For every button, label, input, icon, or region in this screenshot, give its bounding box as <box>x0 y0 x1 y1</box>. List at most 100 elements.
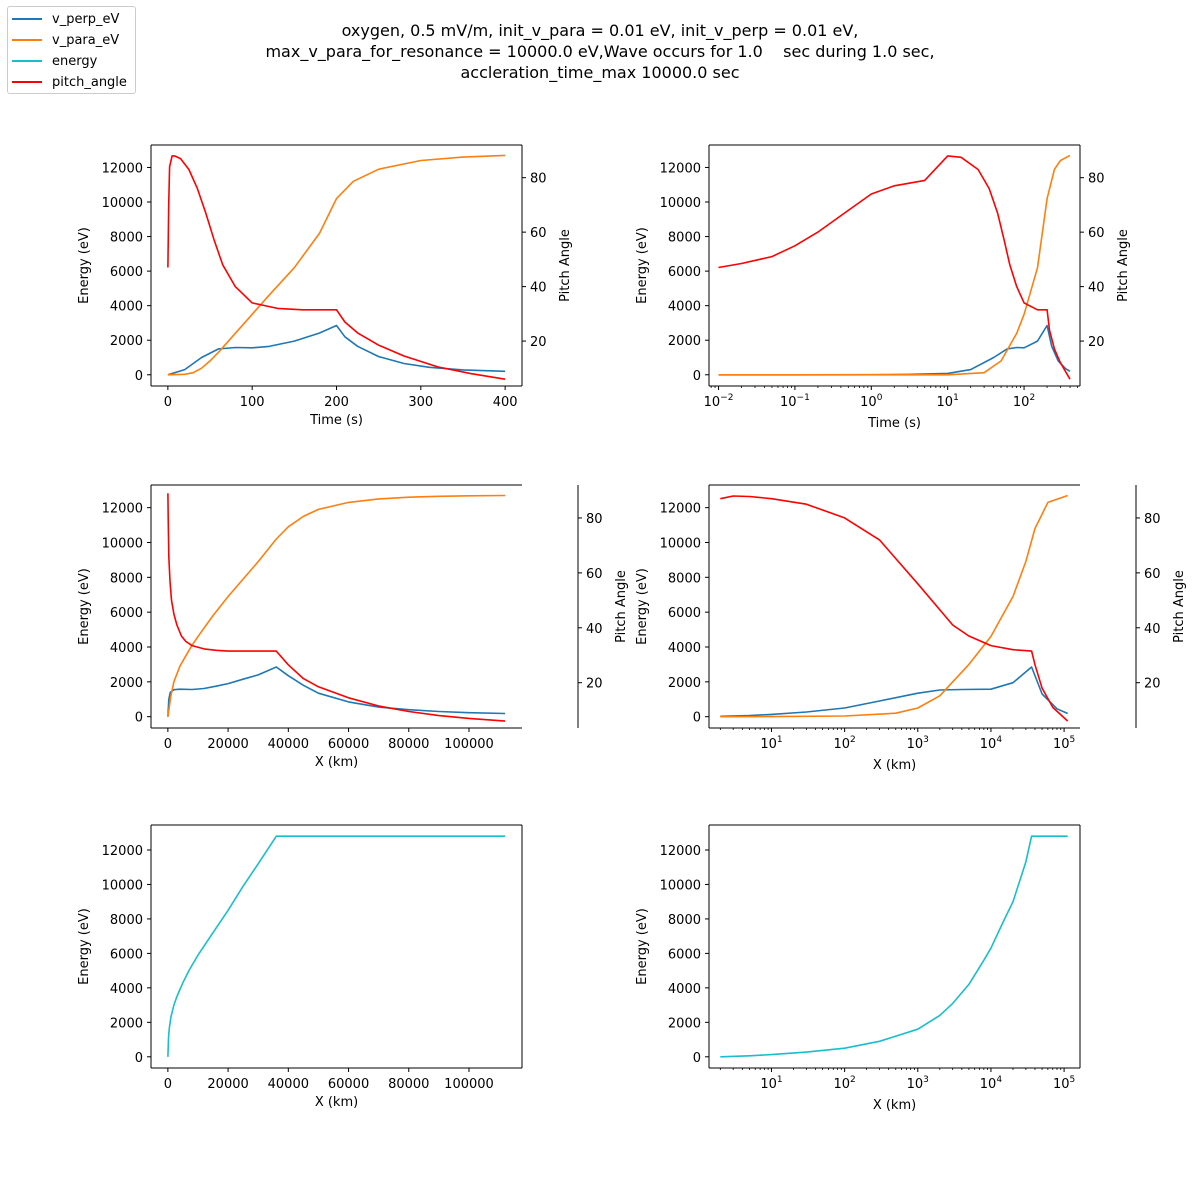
x-tick-label: 80000 <box>388 737 429 752</box>
legend-item-pitch-angle: pitch_angle <box>12 72 127 92</box>
y-tick-label: 10000 <box>660 536 701 551</box>
legend-label-v-para: v_para_eV <box>52 32 120 48</box>
y-tick-label: 8000 <box>668 913 701 928</box>
y-tick-label: 4000 <box>668 982 701 997</box>
y-axis-label: Energy (eV) <box>635 227 650 304</box>
x-axis-label: X (km) <box>873 1098 916 1113</box>
y2-tick-label: 20 <box>586 677 603 692</box>
y-tick-label: 0 <box>693 1051 701 1066</box>
series-line-v_para <box>718 154 1071 376</box>
y-tick-label: 6000 <box>668 947 701 962</box>
title-line-3: accleration_time_max 10000.0 sec <box>460 63 740 82</box>
x-tick-label: 101 <box>937 393 959 410</box>
legend-label-pitch-angle: pitch_angle <box>52 74 127 90</box>
legend-item-v-perp: v_perp_eV <box>12 9 119 29</box>
y2-tick-label: 40 <box>1088 281 1105 296</box>
x-tick-label: 102 <box>833 1075 855 1092</box>
x-axis-label: X (km) <box>315 755 358 770</box>
y-tick-label: 12000 <box>102 161 143 176</box>
y2-axis-label: Pitch Angle <box>614 570 629 643</box>
x-tick-label: 40000 <box>268 1077 309 1092</box>
y-tick-label: 0 <box>135 1051 143 1066</box>
y-tick-label: 6000 <box>668 265 701 280</box>
series-group <box>718 154 1071 380</box>
x-tick-label: 0 <box>164 1077 172 1092</box>
series-line-energy <box>720 835 1068 1058</box>
series-line-pitch <box>720 495 1069 722</box>
x-tick-label: 104 <box>980 1075 1003 1092</box>
y-tick-label: 6000 <box>110 606 143 621</box>
legend-item-v-para: v_para_eV <box>12 30 119 50</box>
x-axis-label: X (km) <box>315 1095 358 1110</box>
y2-axis-label: Pitch Angle <box>1116 229 1131 302</box>
legend-line-pitch-angle <box>12 81 42 83</box>
y-tick-label: 12000 <box>660 502 701 517</box>
legend-label-v-perp: v_perp_eV <box>52 11 120 27</box>
x-tick-label: 105 <box>1053 735 1075 752</box>
x-tick-label: 100000 <box>444 1077 494 1092</box>
y-tick-label: 6000 <box>110 947 143 962</box>
y-tick-label: 2000 <box>110 1016 143 1031</box>
panel-top-right: 10−2 10−1 100 101 102 0 2000 4000 6000 8000 10000 1… <box>635 144 1131 431</box>
y-tick-label: 10000 <box>102 878 143 893</box>
x-tick-label: 80000 <box>388 1077 429 1092</box>
y-tick-label: 10000 <box>660 878 701 893</box>
series-line-v_perp <box>720 666 1069 718</box>
series-group <box>167 493 506 722</box>
y-axis-label: Energy (eV) <box>77 568 92 645</box>
x-tick-label: 10−1 <box>780 393 810 410</box>
y2-tick-label: 20 <box>1088 335 1105 350</box>
x-tick-label: 200 <box>324 395 349 410</box>
series-line-pitch <box>167 155 506 380</box>
y-axis-label: Energy (eV) <box>635 568 650 645</box>
y2-tick-label: 40 <box>586 622 603 637</box>
y-tick-label: 2000 <box>110 334 143 349</box>
y-axis-label: Energy (eV) <box>635 908 650 985</box>
series-group <box>167 835 506 1057</box>
x-tick-label: 100 <box>860 393 883 410</box>
series-line-v_para <box>167 494 506 717</box>
legend-line-v-perp <box>12 18 42 20</box>
y-tick-label: 0 <box>135 711 143 726</box>
y-tick-label: 2000 <box>110 676 143 691</box>
series-line-v_para <box>167 154 506 376</box>
legend-line-v-para <box>12 39 42 41</box>
y-tick-label: 12000 <box>102 502 143 517</box>
panel-bottom-left: 0 20000 40000 60000 80000 100000 0 2000 4000 6000… <box>77 824 523 1110</box>
y2-tick-label: 80 <box>586 512 603 527</box>
series-line-pitch <box>718 155 1071 380</box>
panel-middle-left: 0 20000 40000 60000 80000 100000 0 2000 4000 6000… <box>77 484 629 770</box>
x-tick-label: 105 <box>1053 1075 1075 1092</box>
y-tick-label: 8000 <box>668 231 701 246</box>
x-tick-label: 0 <box>164 737 172 752</box>
x-tick-label: 60000 <box>328 737 369 752</box>
y2-tick-label: 20 <box>530 335 547 350</box>
series-line-v_perp <box>167 324 506 376</box>
x-tick-label: 300 <box>408 395 433 410</box>
y-tick-label: 2000 <box>668 334 701 349</box>
x-tick-label: 104 <box>980 735 1003 752</box>
y2-tick-label: 60 <box>1144 567 1161 582</box>
y-tick-label: 8000 <box>110 913 143 928</box>
title-line-2: max_v_para_for_resonance = 10000.0 eV,Wa… <box>265 42 935 61</box>
y2-axis-label: Pitch Angle <box>1172 570 1187 643</box>
title-line-1: oxygen, 0.5 mV/m, init_v_para = 0.01 eV,… <box>341 21 859 40</box>
series-group <box>720 494 1069 722</box>
x-tick-label: 103 <box>907 735 929 752</box>
y-tick-label: 12000 <box>660 844 701 859</box>
x-tick-label: 100 <box>240 395 265 410</box>
x-tick-label: 102 <box>833 735 855 752</box>
y-tick-label: 4000 <box>668 641 701 656</box>
y-tick-label: 12000 <box>102 844 143 859</box>
x-tick-label: 10−2 <box>704 393 734 410</box>
panel-middle-right: 101 102 103 104 105 0 2000 4000 6000 8000 10000 120… <box>635 484 1187 773</box>
y2-tick-label: 80 <box>1088 172 1105 187</box>
x-tick-label: 40000 <box>268 737 309 752</box>
x-tick-label: 20000 <box>207 737 248 752</box>
x-tick-label: 60000 <box>328 1077 369 1092</box>
x-tick-label: 103 <box>907 1075 929 1092</box>
x-tick-label: 0 <box>164 395 172 410</box>
series-group <box>720 835 1068 1058</box>
y-tick-label: 4000 <box>110 982 143 997</box>
x-axis-label: Time (s) <box>309 413 363 428</box>
